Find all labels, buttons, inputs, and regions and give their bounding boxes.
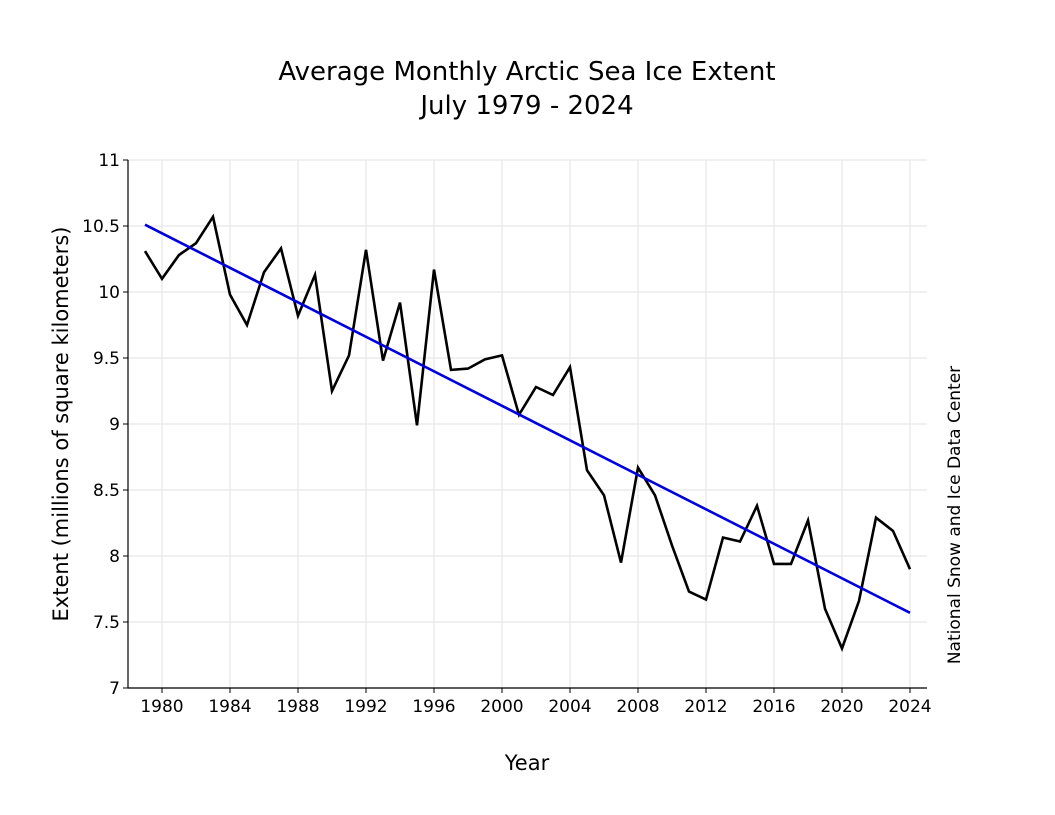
y-axis-label: Extent (millions of square kilometers) [49, 227, 73, 622]
y-tick-label: 9 [109, 415, 120, 435]
trend-line [144, 223, 911, 614]
x-tick-label: 2012 [684, 697, 727, 717]
x-tick-label: 2000 [480, 697, 523, 717]
y-axis-ticks: 7 7.5 8 8.5 9 9.5 10 10.5 11 [82, 151, 128, 699]
y-tick-label: 8 [109, 547, 120, 567]
x-tick-label: 1984 [208, 697, 251, 717]
y-tick-label: 10 [98, 283, 120, 303]
x-tick-label: 2008 [616, 697, 659, 717]
y-tick-label: 8.5 [93, 481, 120, 501]
x-tick-label: 2024 [888, 697, 931, 717]
x-axis-label: Year [504, 751, 550, 775]
y-tick-label: 10.5 [82, 217, 120, 237]
grid-lines [128, 159, 927, 689]
x-axis-ticks: 1980 1984 1988 1992 1996 2000 2004 2008 2012 2016… [140, 688, 932, 717]
x-tick-label: 1980 [140, 697, 183, 717]
y-tick-label: 7.5 [93, 613, 120, 633]
x-tick-label: 2004 [548, 697, 591, 717]
y-tick-label: 7 [109, 679, 120, 699]
x-tick-label: 2016 [752, 697, 795, 717]
extent-line [143, 213, 912, 652]
y-tick-label: 9.5 [93, 349, 120, 369]
x-tick-label: 1996 [412, 697, 455, 717]
x-tick-label: 2020 [820, 697, 863, 717]
chart-subtitle: July 1979 - 2024 [418, 91, 633, 121]
data-series [143, 213, 912, 652]
x-tick-label: 1988 [276, 697, 319, 717]
chart-title: Average Monthly Arctic Sea Ice Extent [278, 57, 775, 87]
y-tick-label: 11 [98, 151, 120, 171]
x-tick-label: 1992 [344, 697, 387, 717]
source-credit: National Snow and Ice Data Center [945, 366, 965, 664]
